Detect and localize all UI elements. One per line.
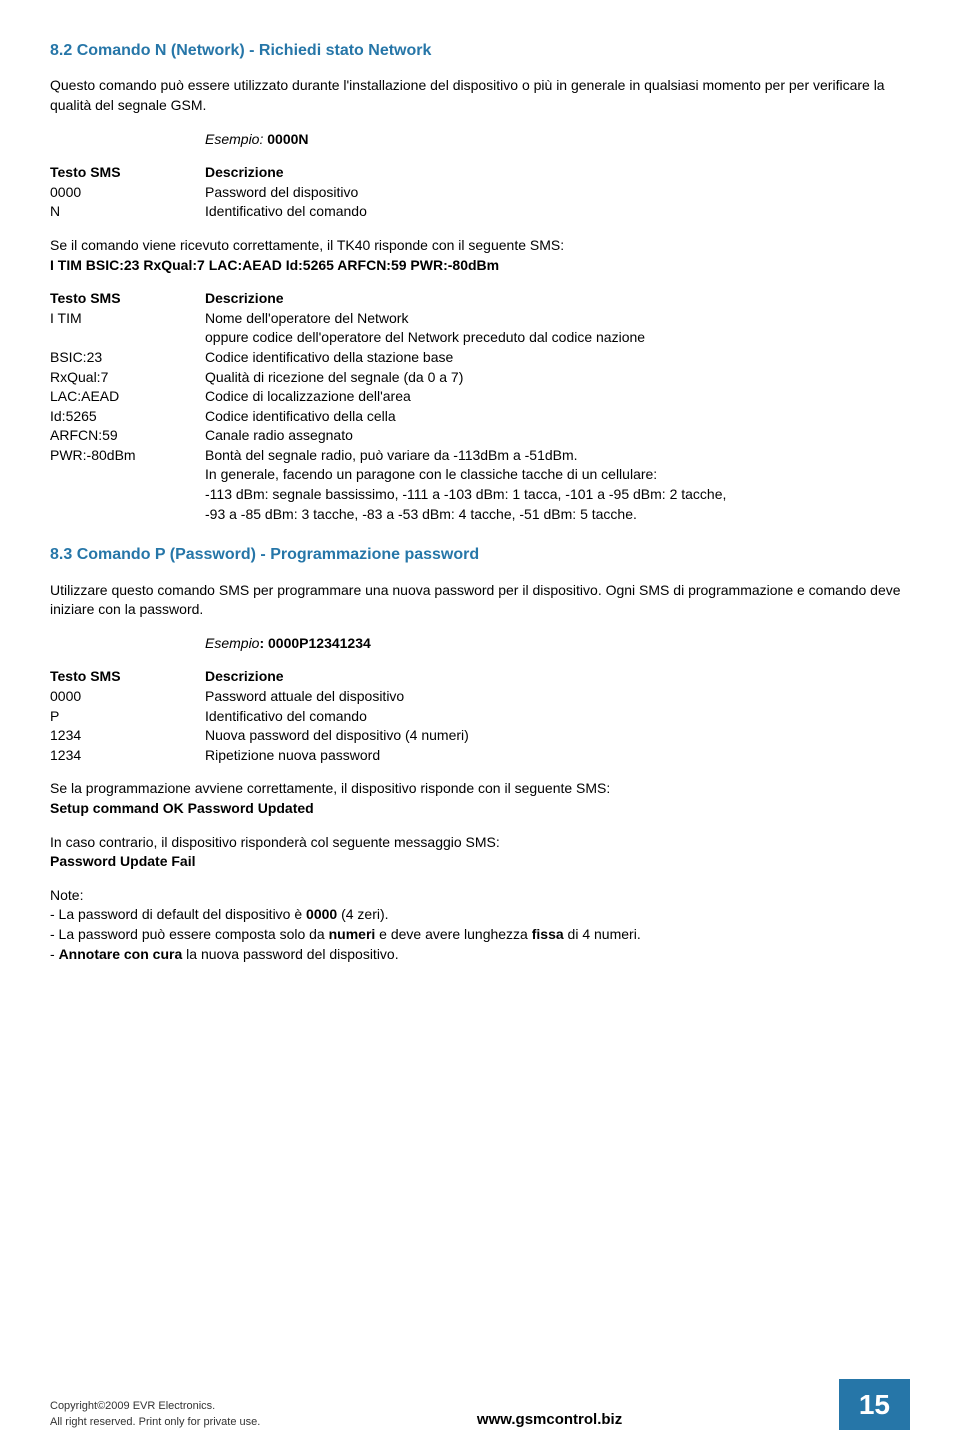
table-row-label: ARFCN:59: [50, 426, 205, 446]
table-row-label: PWR:-80dBm: [50, 446, 205, 466]
table-row-label: BSIC:23: [50, 348, 205, 368]
note2-bold2: fissa: [532, 926, 564, 942]
note2-pre: - La password può essere composta solo d…: [50, 926, 329, 942]
page-number: 15: [839, 1379, 910, 1430]
note2-bold1: numeri: [329, 926, 376, 942]
table-row-label: 1234: [50, 726, 205, 746]
table-1: Testo SMS Descrizione 0000 Password del …: [50, 163, 910, 222]
note2-mid: e deve avere lunghezza: [375, 926, 531, 942]
table-row-label: Id:5265: [50, 407, 205, 427]
note1-post: (4 zeri).: [337, 906, 388, 922]
table-row-value: Nuova password del dispositivo (4 numeri…: [205, 726, 910, 746]
table-row-value: Password attuale del dispositivo: [205, 687, 910, 707]
footer-url: www.gsmcontrol.biz: [477, 1409, 622, 1430]
success-intro: Se la programmazione avviene correttamen…: [50, 780, 610, 796]
table-row-value: Canale radio assegnato: [205, 426, 910, 446]
fail-intro: In caso contrario, il dispositivo rispon…: [50, 834, 500, 850]
response-example: I TIM BSIC:23 RxQual:7 LAC:AEAD Id:5265 …: [50, 257, 499, 273]
response-intro: Se il comando viene ricevuto correttamen…: [50, 236, 910, 275]
fail-msg: Password Update Fail: [50, 853, 195, 869]
note2-post: di 4 numeri.: [564, 926, 641, 942]
page-footer: Copyright©2009 EVR Electronics. All righ…: [50, 1379, 910, 1430]
copyright-line2: All right reserved. Print only for priva…: [50, 1415, 260, 1430]
example-1-value: 0000N: [263, 131, 308, 147]
table-row-value: Identificativo del comando: [205, 707, 910, 727]
table-header-value: Descrizione: [205, 163, 910, 183]
example-2-label: Esempio: [205, 635, 259, 651]
example-2: Esempio: 0000P12341234: [205, 634, 910, 654]
table-row-value: In generale, facendo un paragone con le …: [205, 465, 910, 485]
table-row-label: N: [50, 202, 205, 222]
table-row-label: I TIM: [50, 309, 205, 329]
table-row-value: -93 a -85 dBm: 3 tacche, -83 a -53 dBm: …: [205, 505, 910, 525]
table-row-value: Codice identificativo della stazione bas…: [205, 348, 910, 368]
table-header-value: Descrizione: [205, 667, 910, 687]
note3-post: la nuova password del dispositivo.: [182, 946, 398, 962]
table-row-label: [50, 328, 205, 348]
table-header-label: Testo SMS: [50, 289, 205, 309]
table-row-label: [50, 485, 205, 505]
response-intro-text: Se il comando viene ricevuto correttamen…: [50, 237, 564, 253]
table-2: Testo SMS Descrizione I TIMNome dell'ope…: [50, 289, 910, 524]
fail-block: In caso contrario, il dispositivo rispon…: [50, 833, 910, 872]
table-row-value: Nome dell'operatore del Network: [205, 309, 910, 329]
table-row-value: oppure codice dell'operatore del Network…: [205, 328, 910, 348]
success-msg: Setup command OK Password Updated: [50, 800, 314, 816]
table-row-label: [50, 505, 205, 525]
table-row-value: Bontà del segnale radio, può variare da …: [205, 446, 910, 466]
table-row-value: Ripetizione nuova password: [205, 746, 910, 766]
table-header-value: Descrizione: [205, 289, 910, 309]
note1-pre: - La password di default del dispositivo…: [50, 906, 306, 922]
table-row-label: [50, 465, 205, 485]
table-3: Testo SMS Descrizione 0000Password attua…: [50, 667, 910, 765]
table-row-label: P: [50, 707, 205, 727]
table-row-label: LAC:AEAD: [50, 387, 205, 407]
success-block: Se la programmazione avviene correttamen…: [50, 779, 910, 818]
note1-bold: 0000: [306, 906, 337, 922]
table-row-value: -113 dBm: segnale bassissimo, -111 a -10…: [205, 485, 910, 505]
notes-block: Note: - La password di default del dispo…: [50, 886, 910, 964]
table-row-value: Qualità di ricezione del segnale (da 0 a…: [205, 368, 910, 388]
note3-pre: -: [50, 946, 59, 962]
notes-title: Note:: [50, 887, 83, 903]
example-1: Esempio: 0000N: [205, 130, 910, 150]
section-1-title: 8.2 Comando N (Network) - Richiedi stato…: [50, 40, 910, 62]
table-row-label: 1234: [50, 746, 205, 766]
example-1-label: Esempio:: [205, 131, 263, 147]
table-row-label: RxQual:7: [50, 368, 205, 388]
note3-bold: Annotare con cura: [59, 946, 183, 962]
table-row-label: 0000: [50, 183, 205, 203]
table-row-value: Identificativo del comando: [205, 202, 910, 222]
table-header-label: Testo SMS: [50, 163, 205, 183]
section-2-intro: Utilizzare questo comando SMS per progra…: [50, 581, 910, 620]
table-row-label: 0000: [50, 687, 205, 707]
section-1-intro: Questo comando può essere utilizzato dur…: [50, 76, 910, 115]
example-2-value: : 0000P12341234: [259, 635, 370, 651]
section-2-title: 8.3 Comando P (Password) - Programmazion…: [50, 544, 910, 566]
table-header-label: Testo SMS: [50, 667, 205, 687]
table-row-value: Codice di localizzazione dell'area: [205, 387, 910, 407]
table-row-value: Codice identificativo della cella: [205, 407, 910, 427]
table-row-value: Password del dispositivo: [205, 183, 910, 203]
footer-copyright: Copyright©2009 EVR Electronics. All righ…: [50, 1399, 260, 1430]
copyright-line1: Copyright©2009 EVR Electronics.: [50, 1399, 260, 1414]
